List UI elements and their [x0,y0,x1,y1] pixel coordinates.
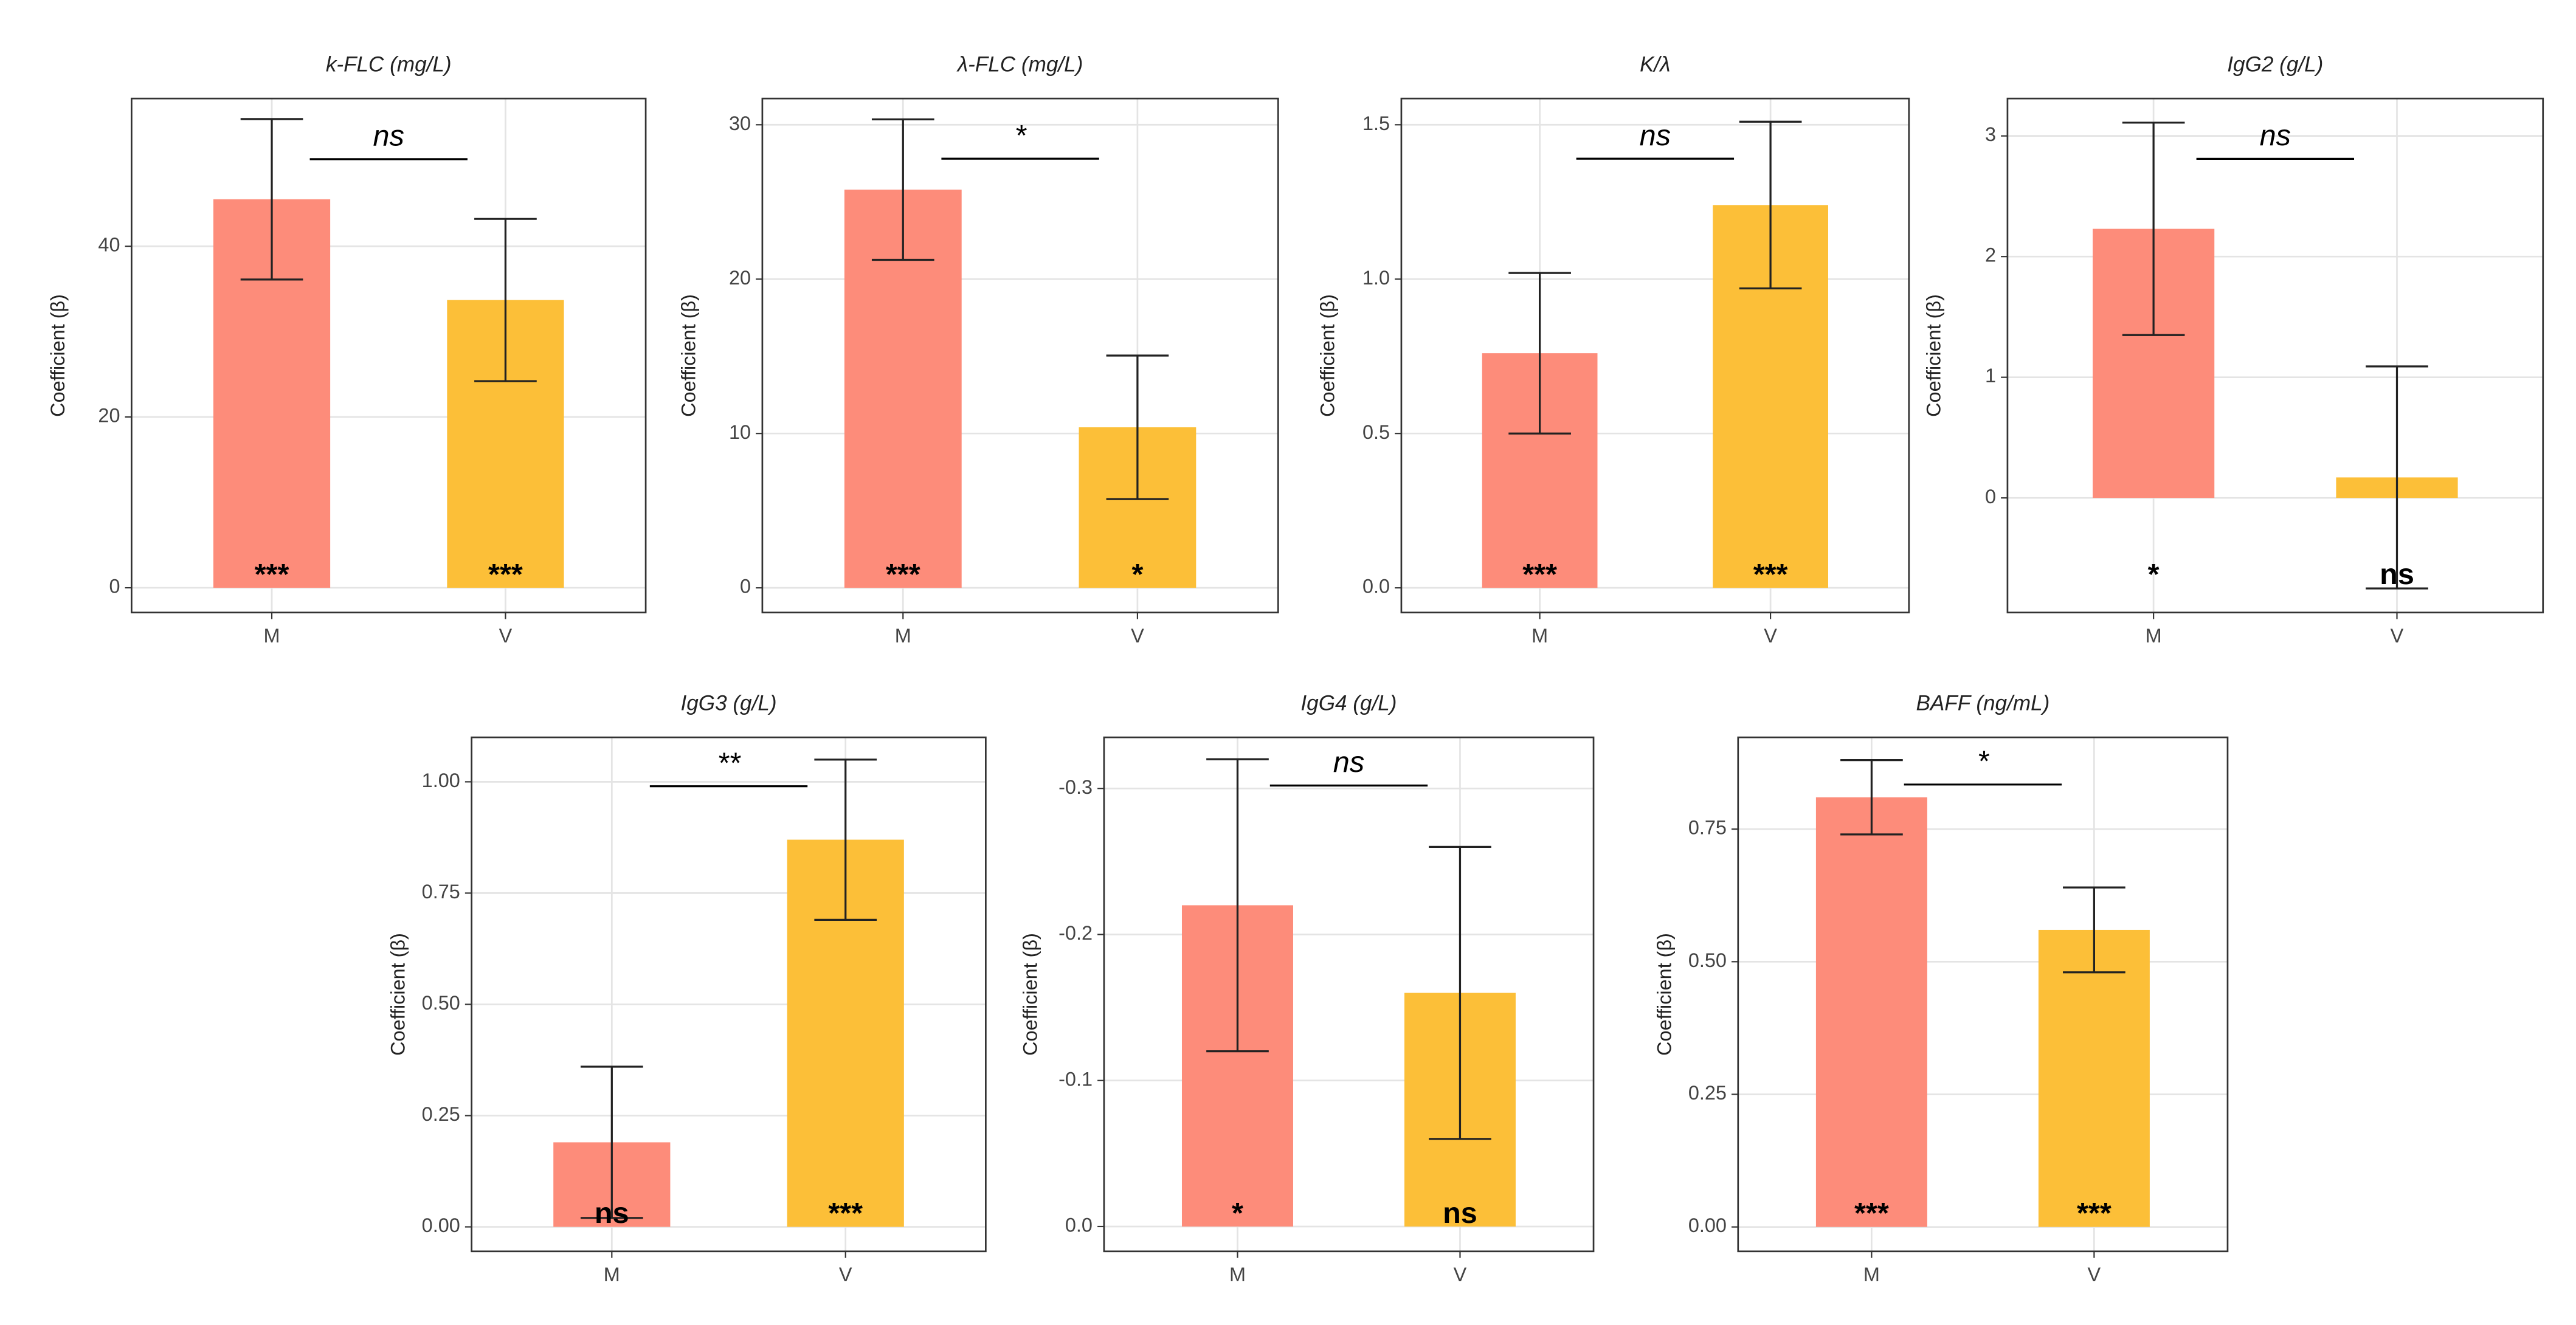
y-tick-label: -0.1 [1058,1068,1093,1090]
significance-label: *** [1854,1197,1889,1230]
y-tick-label: 30 [729,112,751,134]
y-tick-label: 0 [1985,486,1996,508]
x-tick-label: V [2391,625,2404,647]
x-tick-label: M [1229,1264,1246,1285]
x-tick-label: V [1454,1264,1467,1285]
y-tick-label: 0.75 [422,881,460,903]
y-axis-label: Coefficient (β) [387,933,409,1056]
significance-label: *** [1753,558,1788,591]
x-tick-label: M [2146,625,2162,647]
panel-title: BAFF (ng/mL) [1916,691,2049,715]
y-tick-label: 1.5 [1362,112,1390,134]
y-tick-label: 1.00 [422,769,460,791]
x-tick-label: M [895,625,911,647]
panel-background [762,98,1279,613]
bar [2038,929,2150,1227]
y-axis-label: Coefficient (β) [1923,294,1945,417]
y-tick-label: 20 [98,405,120,427]
x-tick-label: V [839,1264,852,1285]
significance-label: *** [1522,558,1557,591]
significance-label: ns [2380,558,2414,591]
x-tick-label: V [499,625,513,647]
significance-label: * [1131,558,1143,591]
significance-label: ns [595,1197,629,1230]
y-tick-label: 20 [729,267,751,289]
significance-label: * [2148,558,2160,591]
y-tick-label: 0 [740,576,751,597]
comparison-label: * [1977,745,1990,778]
x-tick-label: V [1131,625,1144,647]
x-tick-label: V [2088,1264,2101,1285]
y-tick-label: 0.25 [1688,1082,1727,1104]
panel-border [471,736,987,1253]
y-tick-label: 10 [729,421,751,443]
panel-background [1103,737,1594,1251]
comparison-label: ns [2260,119,2291,152]
comparison-label: ** [717,746,742,779]
significance-label: *** [2077,1197,2112,1230]
y-tick-label: 3 [1985,123,1996,145]
panel-background [1401,98,1909,613]
y-tick-label: 0.25 [422,1103,460,1125]
x-tick-label: M [604,1264,620,1285]
y-tick-label: 2 [1985,244,1996,266]
panel-title: k-FLC (mg/L) [326,52,452,76]
y-axis-label: Coefficient (β) [1317,294,1339,417]
y-tick-label: 0.5 [1362,421,1390,443]
y-tick-label: 0.00 [1688,1214,1727,1236]
y-tick-label: 0.0 [1065,1214,1093,1236]
x-tick-label: M [1863,1264,1880,1285]
significance-label: *** [255,558,289,591]
panel-background [131,98,646,613]
panel-title: IgG2 (g/L) [2227,52,2323,76]
comparison-label: * [1015,119,1027,152]
comparison-label: ns [1640,119,1671,152]
significance-label: *** [488,558,523,591]
x-tick-label: V [1764,625,1777,647]
y-axis-label: Coefficient (β) [47,294,69,417]
significance-label: *** [828,1197,863,1230]
comparison-label: ns [373,120,404,153]
y-tick-label: 0.00 [422,1214,460,1236]
y-tick-label: 1.0 [1362,267,1390,289]
panel-border [1400,97,1910,614]
y-tick-label: 0 [109,576,120,597]
y-axis-label: Coefficient (β) [678,294,700,417]
y-tick-label: 0.75 [1688,817,1727,839]
y-tick-label: 0.50 [1688,949,1727,971]
x-tick-label: M [1531,625,1548,647]
y-tick-label: 1 [1985,365,1996,387]
panel-title: λ-FLC (mg/L) [956,52,1083,76]
panel-background [2007,98,2543,613]
y-tick-label: -0.3 [1058,776,1093,798]
y-tick-label: 0.50 [422,992,460,1014]
panel-border [1737,736,2229,1253]
panel-background [471,737,986,1251]
panel-border [761,97,1279,614]
bar [1815,797,1927,1227]
x-tick-label: M [264,625,280,647]
panel-title: IgG3 (g/L) [680,691,776,715]
panel-background [1738,737,2228,1251]
significance-label: * [1232,1197,1243,1230]
comparison-label: ns [1333,746,1364,779]
panel-border [131,97,647,614]
panel-border [1103,736,1595,1253]
y-tick-label: -0.2 [1058,922,1093,944]
y-tick-label: 0.0 [1362,576,1390,597]
y-axis-label: Coefficient (β) [1020,933,1041,1056]
y-tick-label: 40 [98,234,120,256]
significance-label: ns [1443,1197,1477,1230]
panel-title: IgG4 (g/L) [1300,691,1397,715]
panel-title: K/λ [1640,52,1670,76]
panel-border [2006,97,2544,614]
significance-label: *** [886,558,920,591]
y-axis-label: Coefficient (β) [1653,933,1675,1056]
